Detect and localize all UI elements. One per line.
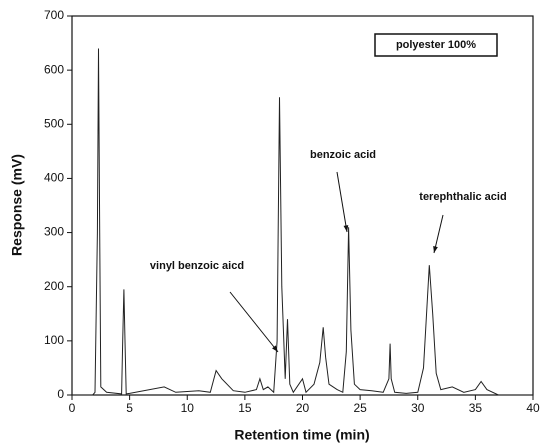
x-tick-label: 40	[526, 401, 540, 415]
plot-frame	[71, 15, 534, 396]
y-tick-label: 400	[44, 171, 64, 185]
y-tick-label: 100	[44, 333, 64, 347]
x-tick-label: 10	[181, 401, 195, 415]
arrow-head	[343, 225, 349, 232]
annotation: benzoic acid	[310, 149, 376, 161]
x-tick-label: 20	[296, 401, 310, 415]
x-tick-label: 35	[469, 401, 483, 415]
x-tick-label: 25	[353, 401, 367, 415]
annotation-arrow	[336, 171, 348, 233]
y-tick-label: 700	[44, 8, 64, 22]
x-axis-title: Retention time (min)	[234, 427, 369, 443]
y-tick-label: 300	[44, 225, 64, 239]
y-axis-title: Response (mV)	[9, 154, 25, 256]
y-tick-label: 0	[57, 387, 64, 401]
legend-box	[374, 33, 498, 57]
annotation-arrow	[229, 291, 279, 353]
y-tick-label: 600	[44, 62, 64, 76]
x-tick-label: 30	[411, 401, 425, 415]
annotation: vinyl benzoic aicd	[150, 260, 244, 272]
arrow-head	[272, 345, 278, 352]
data-line	[72, 48, 533, 396]
legend-label: polyester 100%	[396, 39, 476, 51]
x-tick-label: 5	[126, 401, 133, 415]
x-tick-label: 15	[238, 401, 252, 415]
y-tick-label: 500	[44, 116, 64, 130]
x-tick-label: 0	[69, 401, 76, 415]
arrow-head	[433, 246, 438, 253]
annotation: terephthalic acid	[419, 191, 506, 203]
y-tick-label: 200	[44, 279, 64, 293]
